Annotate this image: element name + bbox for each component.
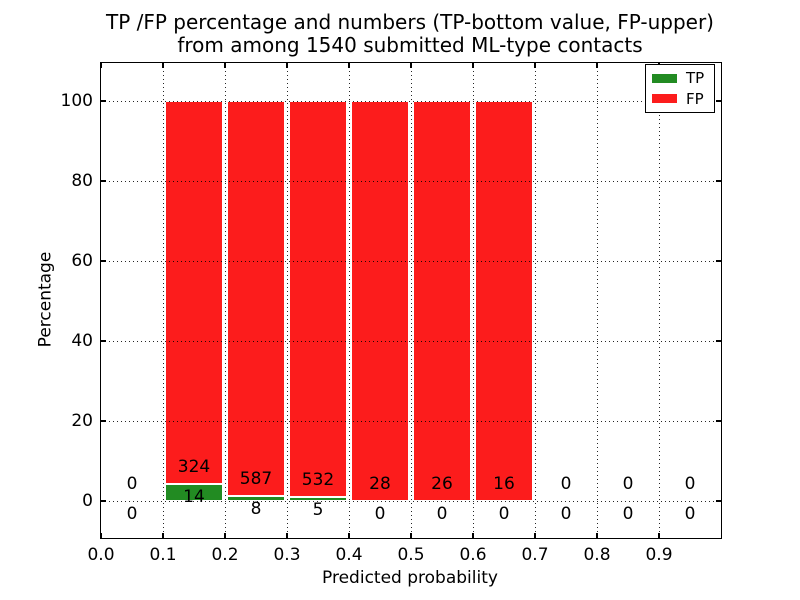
tp-count-label: 0: [560, 504, 572, 524]
x-tick-top: [472, 63, 474, 68]
x-tick-bottom: [348, 533, 350, 538]
fp-bar-segment: [165, 101, 223, 485]
plot-area: 0 20 40 60 80 100 0.0 0.1 0.2 0.3 0.4 0.5 0.6 0.7 0.8 0…: [61, 62, 722, 565]
x-tick-label: 0.2: [211, 545, 239, 565]
x-tick-bottom: [286, 533, 288, 538]
y-tick-left: [101, 260, 106, 262]
x-tick-bottom: [162, 533, 164, 538]
y-tick-label: 40: [71, 330, 93, 351]
x-tick-bottom: [410, 533, 412, 538]
x-gridline: [410, 63, 412, 538]
y-tick-label: 20: [71, 410, 93, 431]
fp-count-label: 0: [622, 474, 634, 494]
chart-title-line-1: TP /FP percentage and numbers (TP-bottom…: [106, 10, 714, 34]
y-tick-right: [716, 100, 721, 102]
legend: TP FP: [645, 64, 715, 113]
y-axis-label: Percentage: [35, 251, 56, 348]
tp-count-label: 0: [126, 504, 138, 524]
fp-count-label: 532: [301, 470, 335, 491]
fp-count-label: 0: [560, 474, 572, 494]
x-gridline: [348, 63, 350, 538]
x-gridline: [286, 63, 288, 538]
y-tick-label: 60: [71, 250, 93, 271]
y-tick-right: [716, 340, 721, 342]
tp-count-label: 0: [684, 504, 696, 524]
fp-count-label: 0: [126, 474, 138, 494]
x-tick-label: 0.6: [459, 545, 487, 565]
y-tick-left: [101, 500, 106, 502]
x-tick-bottom: [472, 533, 474, 538]
x-tick-label: 0.7: [521, 545, 549, 565]
x-tick-label: 0.8: [583, 545, 611, 565]
x-tick-label: 0.1: [149, 545, 177, 565]
y-tick-right: [716, 420, 721, 422]
x-tick-bottom: [658, 533, 660, 538]
x-tick-label: 0.0: [87, 545, 115, 565]
x-gridline: [162, 63, 164, 538]
tp-count-label: 5: [312, 500, 324, 521]
x-gridline: [596, 63, 598, 538]
tp-count-label: 0: [374, 504, 386, 524]
x-axis-label: Predicted probability: [322, 568, 498, 588]
fp-bar-segment: [289, 101, 347, 498]
chart-title: TP /FP percentage and numbers (TP-bottom…: [100, 11, 720, 57]
y-tick-right: [716, 260, 721, 262]
fp-legend-swatch-icon: [652, 94, 677, 104]
y-tick-label: 80: [71, 170, 93, 191]
fp-count-label: 587: [239, 468, 273, 489]
tp-bar-segment: [165, 484, 223, 501]
x-tick-top: [162, 63, 164, 68]
legend-entry-fp: FP: [652, 91, 708, 107]
y-tick-right: [716, 500, 721, 502]
fp-bar-segment: [227, 101, 285, 496]
tp-legend-swatch-icon: [652, 73, 677, 83]
x-tick-top: [100, 63, 102, 68]
x-gridline: [472, 63, 474, 538]
x-tick-label: 0.5: [397, 545, 425, 565]
tp-count-label: 8: [250, 498, 262, 519]
tp-count-label: 14: [183, 487, 205, 508]
tp-bar-segment: [227, 495, 285, 501]
fp-count-label: 324: [177, 457, 211, 478]
x-tick-top: [348, 63, 350, 68]
tp-count-label: 0: [436, 504, 448, 524]
fp-count-label: 0: [684, 474, 696, 494]
y-tick-label: 0: [82, 490, 93, 511]
x-tick-bottom: [224, 533, 226, 538]
fp-count-label: 26: [431, 474, 453, 494]
x-gridline: [658, 63, 660, 538]
x-tick-top: [224, 63, 226, 68]
x-tick-label: 0.3: [273, 545, 301, 565]
x-tick-top: [410, 63, 412, 68]
y-tick-left: [101, 180, 106, 182]
fp-bar-segment: [413, 101, 471, 501]
x-tick-bottom: [534, 533, 536, 538]
fp-count-label: 16: [493, 474, 515, 494]
y-tick-label: 100: [60, 90, 93, 111]
fp-bar-segment: [351, 101, 409, 501]
x-tick-top: [596, 63, 598, 68]
x-tick-bottom: [596, 533, 598, 538]
tp-count-label: 0: [622, 504, 634, 524]
fp-bar-segment: [475, 101, 533, 501]
x-gridline: [534, 63, 536, 538]
x-tick-bottom: [100, 533, 102, 538]
y-tick-left: [101, 100, 106, 102]
y-tick-left: [101, 340, 106, 342]
chart-title-line-2: from among 1540 submitted ML-type contac…: [177, 33, 643, 57]
y-tick-left: [101, 420, 106, 422]
legend-entry-tp: TP: [652, 70, 708, 86]
x-gridline: [224, 63, 226, 538]
x-tick-label: 0.4: [335, 545, 363, 565]
x-tick-top: [286, 63, 288, 68]
x-tick-label: 0.9: [645, 545, 673, 565]
y-tick-right: [716, 180, 721, 182]
tp-count-label: 0: [498, 504, 510, 524]
fp-count-label: 28: [369, 474, 391, 494]
x-tick-top: [534, 63, 536, 68]
legend-label-tp: TP: [686, 69, 705, 88]
legend-label-fp: FP: [686, 89, 704, 108]
